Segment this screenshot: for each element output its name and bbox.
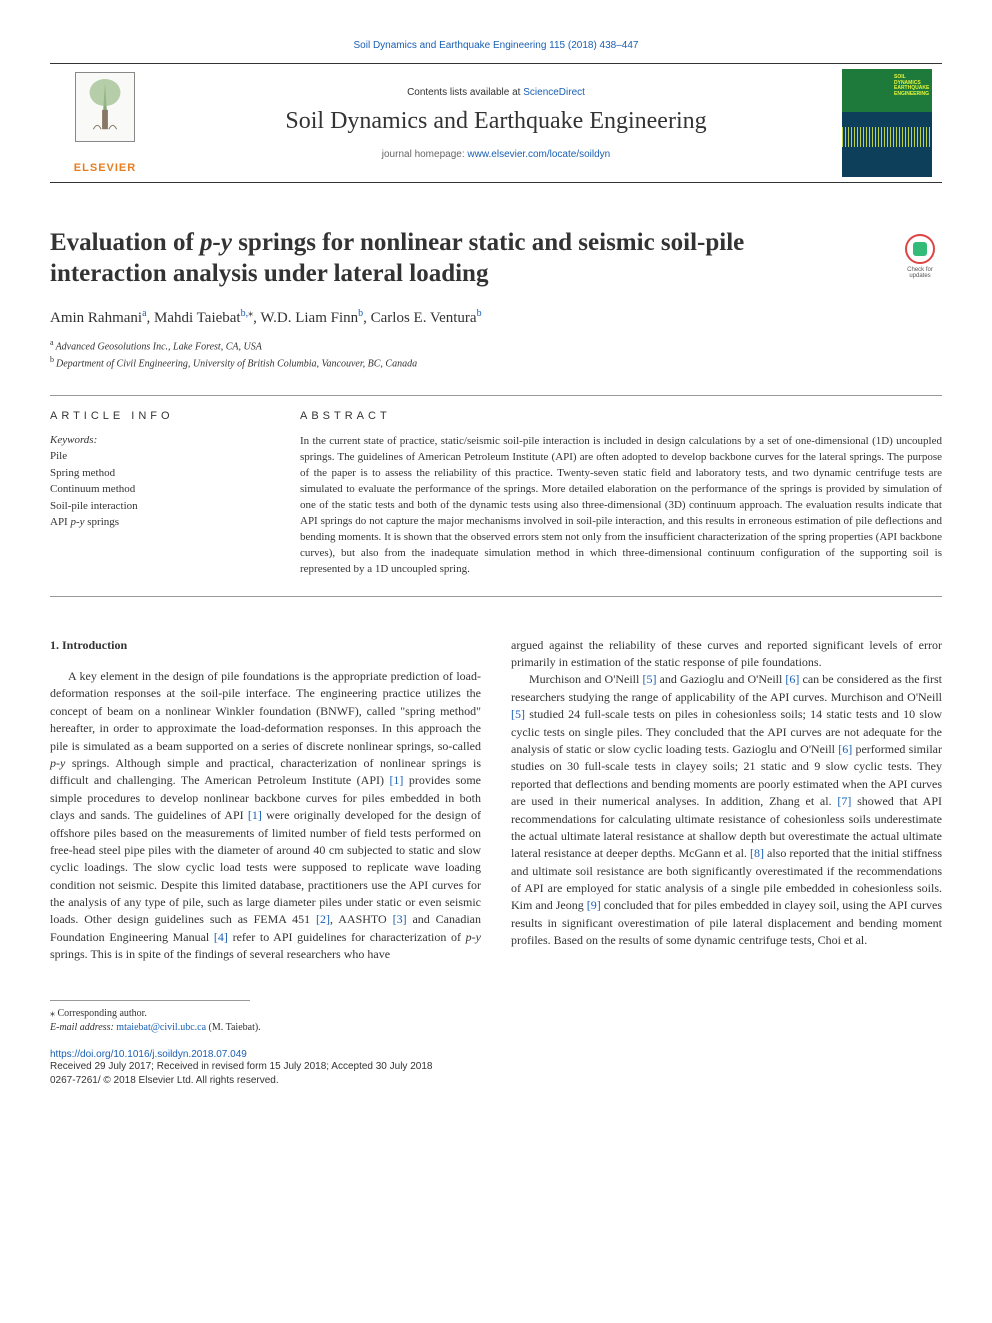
doi-line: https://doi.org/10.1016/j.soildyn.2018.0… bbox=[50, 1049, 942, 1060]
keywords-list: Pile Spring method Continuum method Soil… bbox=[50, 448, 270, 531]
info-abstract-row: ARTICLE INFO Keywords: Pile Spring metho… bbox=[50, 395, 942, 596]
section-heading-introduction: 1. Introduction bbox=[50, 637, 481, 654]
abstract-heading: ABSTRACT bbox=[300, 410, 942, 422]
body-paragraph: A key element in the design of pile foun… bbox=[50, 668, 481, 964]
affil-text: Advanced Geosolutions Inc., Lake Forest,… bbox=[56, 341, 262, 352]
corresponding-author-note: ⁎ Corresponding author. bbox=[50, 1007, 942, 1021]
keyword: Spring method bbox=[50, 465, 270, 482]
affiliation-a: aAdvanced Geosolutions Inc., Lake Forest… bbox=[50, 337, 942, 354]
body-paragraph: Murchison and O'Neill [5] and Gazioglu a… bbox=[511, 671, 942, 949]
banner-right: SOILDYNAMICSEARTHQUAKEENGINEERING bbox=[832, 64, 942, 182]
journal-banner: ELSEVIER Contents lists available at Sci… bbox=[50, 63, 942, 183]
contents-prefix: Contents lists available at bbox=[407, 87, 523, 98]
email-suffix: (M. Taiebat). bbox=[206, 1022, 261, 1033]
body-column-left: 1. Introduction A key element in the des… bbox=[50, 637, 481, 964]
footnotes: ⁎ Corresponding author. E-mail address: … bbox=[50, 1007, 942, 1035]
contents-line: Contents lists available at ScienceDirec… bbox=[407, 87, 585, 98]
doi-link[interactable]: https://doi.org/10.1016/j.soildyn.2018.0… bbox=[50, 1049, 247, 1060]
sciencedirect-link[interactable]: ScienceDirect bbox=[523, 87, 585, 98]
copyright-line: 0267-7261/ © 2018 Elsevier Ltd. All righ… bbox=[50, 1074, 942, 1088]
affil-marker: a bbox=[50, 338, 54, 347]
elsevier-wordmark: ELSEVIER bbox=[74, 162, 136, 174]
keywords-label: Keywords: bbox=[50, 434, 270, 446]
crossmark-icon bbox=[905, 234, 935, 264]
keyword: Pile bbox=[50, 448, 270, 465]
top-citation: Soil Dynamics and Earthquake Engineering… bbox=[50, 40, 942, 51]
homepage-link[interactable]: www.elsevier.com/locate/soildyn bbox=[467, 149, 610, 160]
footnote-rule bbox=[50, 1000, 250, 1001]
authors-line: Amin Rahmania, Mahdi Taiebatb,⁎, W.D. Li… bbox=[50, 308, 942, 327]
article-title: Evaluation of p-y springs for nonlinear … bbox=[50, 227, 830, 290]
body-paragraph: argued against the reliability of these … bbox=[511, 637, 942, 672]
abstract-column: ABSTRACT In the current state of practic… bbox=[300, 410, 942, 577]
keyword: API p-y springs bbox=[50, 514, 270, 531]
cover-seismogram-icon bbox=[842, 127, 932, 147]
journal-cover-thumbnail: SOILDYNAMICSEARTHQUAKEENGINEERING bbox=[842, 69, 932, 177]
elsevier-tree-logo bbox=[75, 72, 135, 142]
body-two-column: 1. Introduction A key element in the des… bbox=[50, 637, 942, 964]
affiliation-b: bDepartment of Civil Engineering, Univer… bbox=[50, 354, 942, 371]
journal-title: Soil Dynamics and Earthquake Engineering bbox=[285, 108, 706, 135]
article-info-heading: ARTICLE INFO bbox=[50, 410, 270, 422]
keyword: Continuum method bbox=[50, 481, 270, 498]
affil-text: Department of Civil Engineering, Univers… bbox=[56, 358, 417, 369]
affiliations: aAdvanced Geosolutions Inc., Lake Forest… bbox=[50, 337, 942, 372]
keyword: Soil-pile interaction bbox=[50, 498, 270, 515]
homepage-line: journal homepage: www.elsevier.com/locat… bbox=[382, 149, 610, 160]
article-info-column: ARTICLE INFO Keywords: Pile Spring metho… bbox=[50, 410, 270, 577]
email-line: E-mail address: mtaiebat@civil.ubc.ca (M… bbox=[50, 1021, 942, 1035]
check-for-updates-badge[interactable]: Check forupdates bbox=[898, 234, 942, 286]
email-link[interactable]: mtaiebat@civil.ubc.ca bbox=[116, 1022, 206, 1033]
publisher-logo-block: ELSEVIER bbox=[50, 64, 160, 182]
email-label: E-mail address: bbox=[50, 1022, 116, 1033]
check-updates-label: Check forupdates bbox=[907, 267, 933, 279]
article-history: Received 29 July 2017; Received in revis… bbox=[50, 1060, 942, 1074]
abstract-text: In the current state of practice, static… bbox=[300, 434, 942, 577]
affil-marker: b bbox=[50, 355, 54, 364]
cover-label: SOILDYNAMICSEARTHQUAKEENGINEERING bbox=[894, 75, 929, 97]
homepage-prefix: journal homepage: bbox=[382, 149, 468, 160]
banner-center: Contents lists available at ScienceDirec… bbox=[160, 64, 832, 182]
body-column-right: argued against the reliability of these … bbox=[511, 637, 942, 964]
